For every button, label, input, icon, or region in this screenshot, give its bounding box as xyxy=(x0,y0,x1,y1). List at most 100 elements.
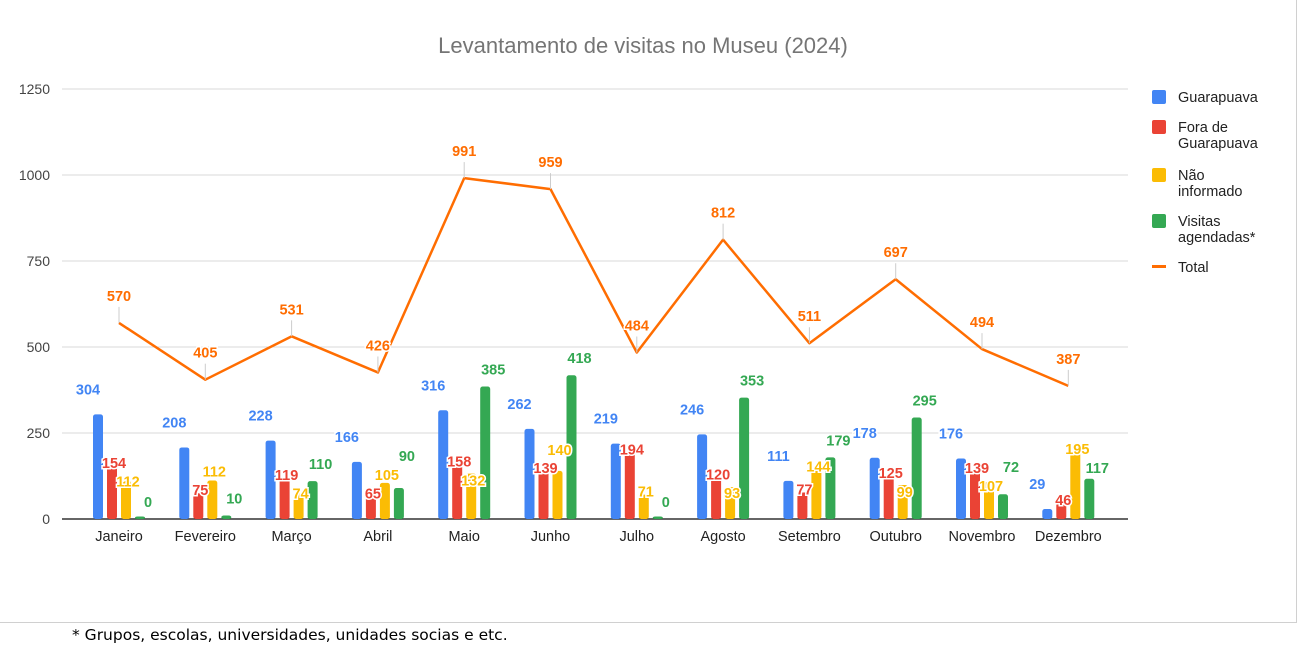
data-label: 484 xyxy=(625,319,649,335)
data-label: 99 xyxy=(897,485,913,501)
bar xyxy=(480,386,491,519)
bar xyxy=(638,494,649,519)
bar xyxy=(956,458,966,519)
data-label: 316 xyxy=(421,378,445,394)
bar xyxy=(783,480,794,519)
bar xyxy=(711,477,722,519)
data-label: 90 xyxy=(399,449,415,465)
data-label: 246 xyxy=(680,402,704,418)
footnote: * Grupos, escolas, universidades, unidad… xyxy=(72,626,508,644)
data-label: 154 xyxy=(102,456,126,472)
bar xyxy=(725,487,736,519)
data-label: 139 xyxy=(965,461,989,477)
bar xyxy=(193,493,204,519)
bar xyxy=(1042,509,1053,519)
bar xyxy=(998,494,1008,519)
legend-label: Guarapuava xyxy=(1178,136,1259,152)
data-label: 117 xyxy=(1086,461,1109,477)
y-tick-label: 1000 xyxy=(19,167,50,183)
data-label: 208 xyxy=(162,415,186,431)
data-label: 0 xyxy=(144,495,152,511)
data-label: 77 xyxy=(796,483,812,499)
data-label: 991 xyxy=(452,144,476,160)
data-label: 166 xyxy=(335,430,359,446)
bar xyxy=(393,488,404,519)
bar xyxy=(538,471,549,519)
data-label: 107 xyxy=(979,479,1003,495)
data-label: 110 xyxy=(309,457,332,473)
data-label: 195 xyxy=(1065,442,1089,458)
data-label: 812 xyxy=(711,206,735,222)
bar xyxy=(697,434,708,519)
bar xyxy=(566,375,577,519)
bar xyxy=(610,443,621,519)
x-tick-label: Outubro xyxy=(869,529,921,545)
bar xyxy=(739,397,750,519)
x-tick-label: Maio xyxy=(448,529,479,545)
data-label: 72 xyxy=(1003,460,1019,476)
data-label: 511 xyxy=(798,309,821,325)
data-label: 105 xyxy=(375,468,399,484)
bar xyxy=(552,470,563,519)
bar xyxy=(524,428,535,519)
data-label: 120 xyxy=(706,468,730,484)
y-tick-label: 250 xyxy=(27,425,51,441)
bar xyxy=(207,480,218,519)
data-label: 959 xyxy=(538,155,562,171)
bar xyxy=(293,493,304,519)
data-label: 132 xyxy=(461,474,485,490)
x-tick-label: Fevereiro xyxy=(175,529,236,545)
chart-frame xyxy=(0,0,1297,623)
bar xyxy=(351,461,362,519)
data-label: 178 xyxy=(853,426,877,442)
bar xyxy=(624,452,635,519)
y-tick-label: 500 xyxy=(27,339,51,355)
bar xyxy=(265,440,276,519)
chart: Levantamento de visitas no Museu (2024) … xyxy=(19,33,1259,545)
data-label: 387 xyxy=(1056,352,1080,368)
data-label: 353 xyxy=(740,374,764,390)
bar xyxy=(911,417,922,519)
data-label: 304 xyxy=(76,382,100,398)
data-label: 418 xyxy=(567,351,591,367)
legend-swatch xyxy=(1152,214,1166,228)
x-tick-label: Julho xyxy=(619,529,654,545)
bar xyxy=(107,466,117,519)
bar xyxy=(365,496,376,519)
data-label: 405 xyxy=(193,346,217,362)
x-tick-label: Agosto xyxy=(701,529,746,545)
x-tick-label: Abril xyxy=(363,529,392,545)
total-line xyxy=(118,176,1069,388)
bar xyxy=(811,469,822,519)
bar xyxy=(307,481,318,519)
data-label: 531 xyxy=(279,302,303,318)
x-tick-label: Novembro xyxy=(949,529,1016,545)
legend-label: agendadas* xyxy=(1178,230,1256,246)
data-label: 426 xyxy=(366,338,390,354)
y-tick-label: 1250 xyxy=(19,81,50,97)
data-label: 494 xyxy=(970,315,994,331)
bar xyxy=(179,447,190,519)
data-label: 65 xyxy=(365,487,381,503)
data-label: 74 xyxy=(293,487,309,503)
bar xyxy=(466,473,477,519)
data-label: 112 xyxy=(203,464,226,480)
legend-swatch xyxy=(1152,120,1166,134)
legend-label: informado xyxy=(1178,184,1242,200)
bar xyxy=(279,478,290,519)
data-label: 46 xyxy=(1055,493,1071,509)
x-tick-label: Dezembro xyxy=(1035,529,1102,545)
bar xyxy=(1084,478,1095,519)
bar xyxy=(135,516,145,519)
data-label: 139 xyxy=(533,461,557,477)
x-tick-label: Janeiro xyxy=(95,529,143,545)
x-tick-label: Setembro xyxy=(778,529,841,545)
bar xyxy=(970,471,980,519)
data-label: 262 xyxy=(507,397,531,413)
data-label: 140 xyxy=(547,443,571,459)
data-label: 179 xyxy=(826,433,850,449)
bar xyxy=(869,457,880,519)
legend-swatch xyxy=(1152,168,1166,182)
legend-label: Guarapuava xyxy=(1178,90,1259,106)
legend-swatch xyxy=(1152,90,1166,104)
